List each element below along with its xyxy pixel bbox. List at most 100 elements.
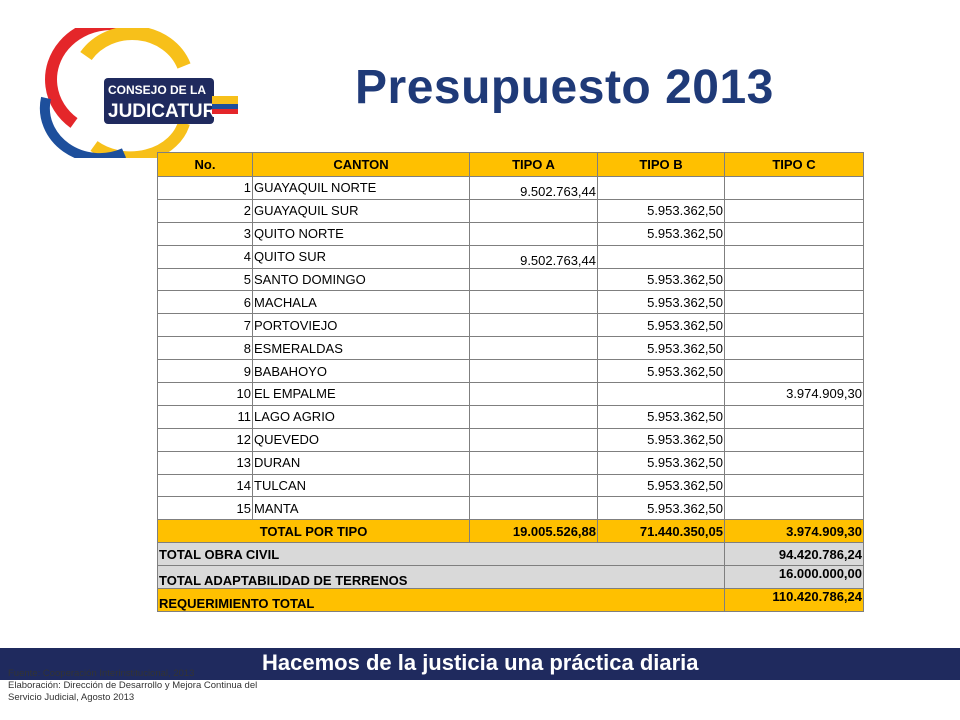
row-canton: QUITO SUR [252,244,470,269]
row-tipo-b: 5.953.362,50 [597,359,725,384]
total-por-tipo-label: TOTAL POR TIPO [157,519,470,544]
row-tipo-c [724,244,864,269]
header-canton: CANTON [252,152,470,177]
row-no: 12 [157,427,253,452]
row-tipo-c [724,290,864,315]
row-no: 1 [157,176,253,200]
row-no: 14 [157,473,253,498]
table-row: 1 GUAYAQUIL NORTE 9.502.763,44 [157,176,864,200]
row-no: 6 [157,290,253,315]
row-tipo-a [469,496,598,521]
table-row: 3 QUITO NORTE 5.953.362,50 [157,221,864,246]
table-row: 6 MACHALA 5.953.362,50 [157,290,864,315]
row-no: 10 [157,382,253,406]
row-tipo-c [724,267,864,292]
row-tipo-b: 5.953.362,50 [597,290,725,315]
row-canton: PORTOVIEJO [252,313,470,338]
logo-blue-arc [39,96,127,158]
row-tipo-b: 5.953.362,50 [597,450,725,475]
row-tipo-a [469,359,598,384]
row-no: 3 [157,221,253,246]
source-line-2: Elaboración: Dirección de Desarrollo y M… [8,680,258,691]
row-canton: GUAYAQUIL NORTE [252,176,470,200]
row-tipo-c [724,221,864,246]
row-canton: GUAYAQUIL SUR [252,198,470,223]
row-tipo-b [597,244,725,269]
row-tipo-a [469,313,598,338]
row-tipo-a [469,267,598,292]
source-line-3: Servicio Judicial, Agosto 2013 [8,692,135,703]
row-canton: QUITO NORTE [252,221,470,246]
row-no: 9 [157,359,253,384]
row-no: 15 [157,496,253,521]
table-row: 14 TULCAN 5.953.362,50 [157,473,864,498]
row-canton: DURAN [252,450,470,475]
table-body: 1 GUAYAQUIL NORTE 9.502.763,44 2 GUAYAQUIL S… [157,176,864,521]
table-row: 12 QUEVEDO 5.953.362,50 [157,427,864,452]
footer-banner [0,648,960,680]
header-tipo-c: TIPO C [724,152,864,177]
table-row: 2 GUAYAQUIL SUR 5.953.362,50 [157,198,864,223]
table-row: 8 ESMERALDAS 5.953.362,50 [157,336,864,361]
header-tipo-a: TIPO A [469,152,598,177]
row-tipo-a: 9.502.763,44 [469,176,598,200]
row-no: 5 [157,267,253,292]
row-canton: SANTO DOMINGO [252,267,470,292]
row-tipo-c [724,496,864,521]
row-no: 2 [157,198,253,223]
total-tipo-a: 19.005.526,88 [469,519,598,544]
logo-flag-red [212,109,238,114]
header-tipo-b: TIPO B [597,152,725,177]
row-tipo-c [724,450,864,475]
row-tipo-b: 5.953.362,50 [597,427,725,452]
table-header-row: No. CANTON TIPO A TIPO B TIPO C [157,152,864,177]
source-note: Fuente: Cooperación Interinstitucional, … [8,668,257,704]
table-row: 11 LAGO AGRIO 5.953.362,50 [157,404,864,429]
total-terrenos-label: TOTAL ADAPTABILIDAD DE TERRENOS [157,565,725,590]
table-row: 7 PORTOVIEJO 5.953.362,50 [157,313,864,338]
table-row: 4 QUITO SUR 9.502.763,44 [157,244,864,269]
total-tipo-c: 3.974.909,30 [724,519,864,544]
total-obra-civil-value: 94.420.786,24 [724,542,864,567]
row-canton: BABAHOYO [252,359,470,384]
row-no: 8 [157,336,253,361]
row-no: 7 [157,313,253,338]
row-canton: MANTA [252,496,470,521]
row-canton: LAGO AGRIO [252,404,470,429]
row-tipo-a [469,290,598,315]
row-tipo-c: 3.974.909,30 [724,382,864,406]
row-tipo-c [724,198,864,223]
total-obra-civil-label: TOTAL OBRA CIVIL [157,542,725,567]
row-tipo-b: 5.953.362,50 [597,313,725,338]
row-no: 13 [157,450,253,475]
footer-slogan: Hacemos de la justicia una práctica diar… [262,650,699,675]
row-tipo-b: 5.953.362,50 [597,198,725,223]
row-tipo-a [469,221,598,246]
logo-flag-blue [212,104,238,109]
row-tipo-c [724,313,864,338]
total-terrenos-row: TOTAL ADAPTABILIDAD DE TERRENOS 16.000.0… [157,565,864,590]
row-canton: EL EMPALME [252,382,470,406]
source-line-1: Fuente: Cooperación Interinstitucional, … [8,668,195,679]
table-row: 15 MANTA 5.953.362,50 [157,496,864,521]
row-tipo-a: 9.502.763,44 [469,244,598,269]
requerimiento-total-row: REQUERIMIENTO TOTAL 110.420.786,24 [157,588,864,612]
logo-text-line2: JUDICATURA [108,101,230,122]
row-tipo-c [724,336,864,361]
logo-text-line1: CONSEJO DE LA [108,83,206,97]
row-canton: TULCAN [252,473,470,498]
row-no: 11 [157,404,253,429]
row-tipo-b: 5.953.362,50 [597,473,725,498]
row-tipo-c [724,176,864,200]
table-row: 10 EL EMPALME 3.974.909,30 [157,382,864,406]
row-tipo-b: 5.953.362,50 [597,267,725,292]
budget-table: No. CANTON TIPO A TIPO B TIPO C 1 GUAYAQU… [157,152,864,612]
row-canton: MACHALA [252,290,470,315]
row-tipo-a [469,336,598,361]
table-row: 13 DURAN 5.953.362,50 [157,450,864,475]
row-tipo-a [469,198,598,223]
row-canton: QUEVEDO [252,427,470,452]
logo-flag-yellow [212,96,238,104]
row-tipo-a [469,404,598,429]
table-row: 5 SANTO DOMINGO 5.953.362,50 [157,267,864,292]
